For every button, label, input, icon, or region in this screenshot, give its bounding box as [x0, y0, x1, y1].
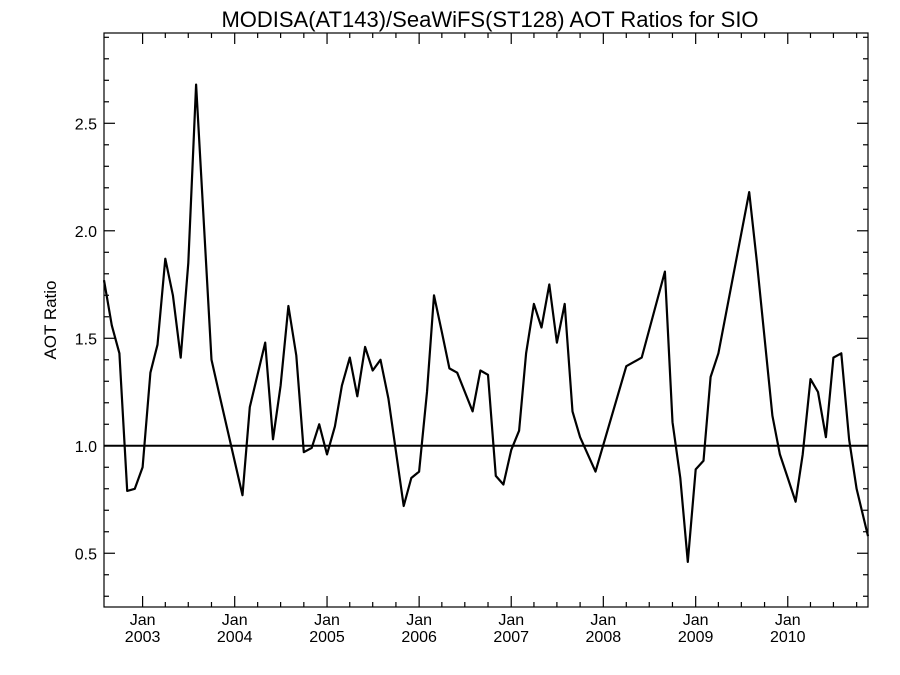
x-tick-month-label: Jan	[130, 612, 156, 629]
axis-ticks	[104, 33, 868, 607]
x-tick-month-label: Jan	[314, 612, 340, 629]
y-axis-label: AOT Ratio	[41, 280, 60, 359]
x-tick-month-label: Jan	[590, 612, 616, 629]
y-tick-label: 1.5	[75, 331, 97, 348]
x-tick-month-label: Jan	[683, 612, 709, 629]
x-tick-year-label: 2006	[401, 629, 437, 646]
y-tick-label: 2.5	[75, 116, 97, 133]
x-tick-month-label: Jan	[498, 612, 524, 629]
x-tick-month-label: Jan	[406, 612, 432, 629]
x-tick-labels: Jan2003Jan2004Jan2005Jan2006Jan2007Jan20…	[125, 612, 806, 646]
x-tick-year-label: 2008	[586, 629, 622, 646]
plot-frame	[103, 32, 869, 608]
x-tick-month-label: Jan	[775, 612, 801, 629]
x-tick-year-label: 2007	[493, 629, 529, 646]
series-line-aot-ratio	[102, 83, 870, 563]
y-tick-labels: 0.5 1.0 1.5 2.0 2.5	[75, 116, 97, 563]
x-tick-year-label: 2003	[125, 629, 161, 646]
x-tick-year-label: 2009	[678, 629, 714, 646]
chart-title: MODISA(AT143)/SeaWiFS(ST128) AOT Ratios …	[221, 7, 758, 32]
y-tick-label: 2.0	[75, 224, 97, 241]
x-tick-month-label: Jan	[222, 612, 248, 629]
y-tick-label: 1.0	[75, 439, 97, 456]
x-tick-year-label: 2005	[309, 629, 345, 646]
x-tick-year-label: 2004	[217, 629, 253, 646]
x-tick-year-label: 2010	[770, 629, 806, 646]
y-tick-label: 0.5	[75, 546, 97, 563]
